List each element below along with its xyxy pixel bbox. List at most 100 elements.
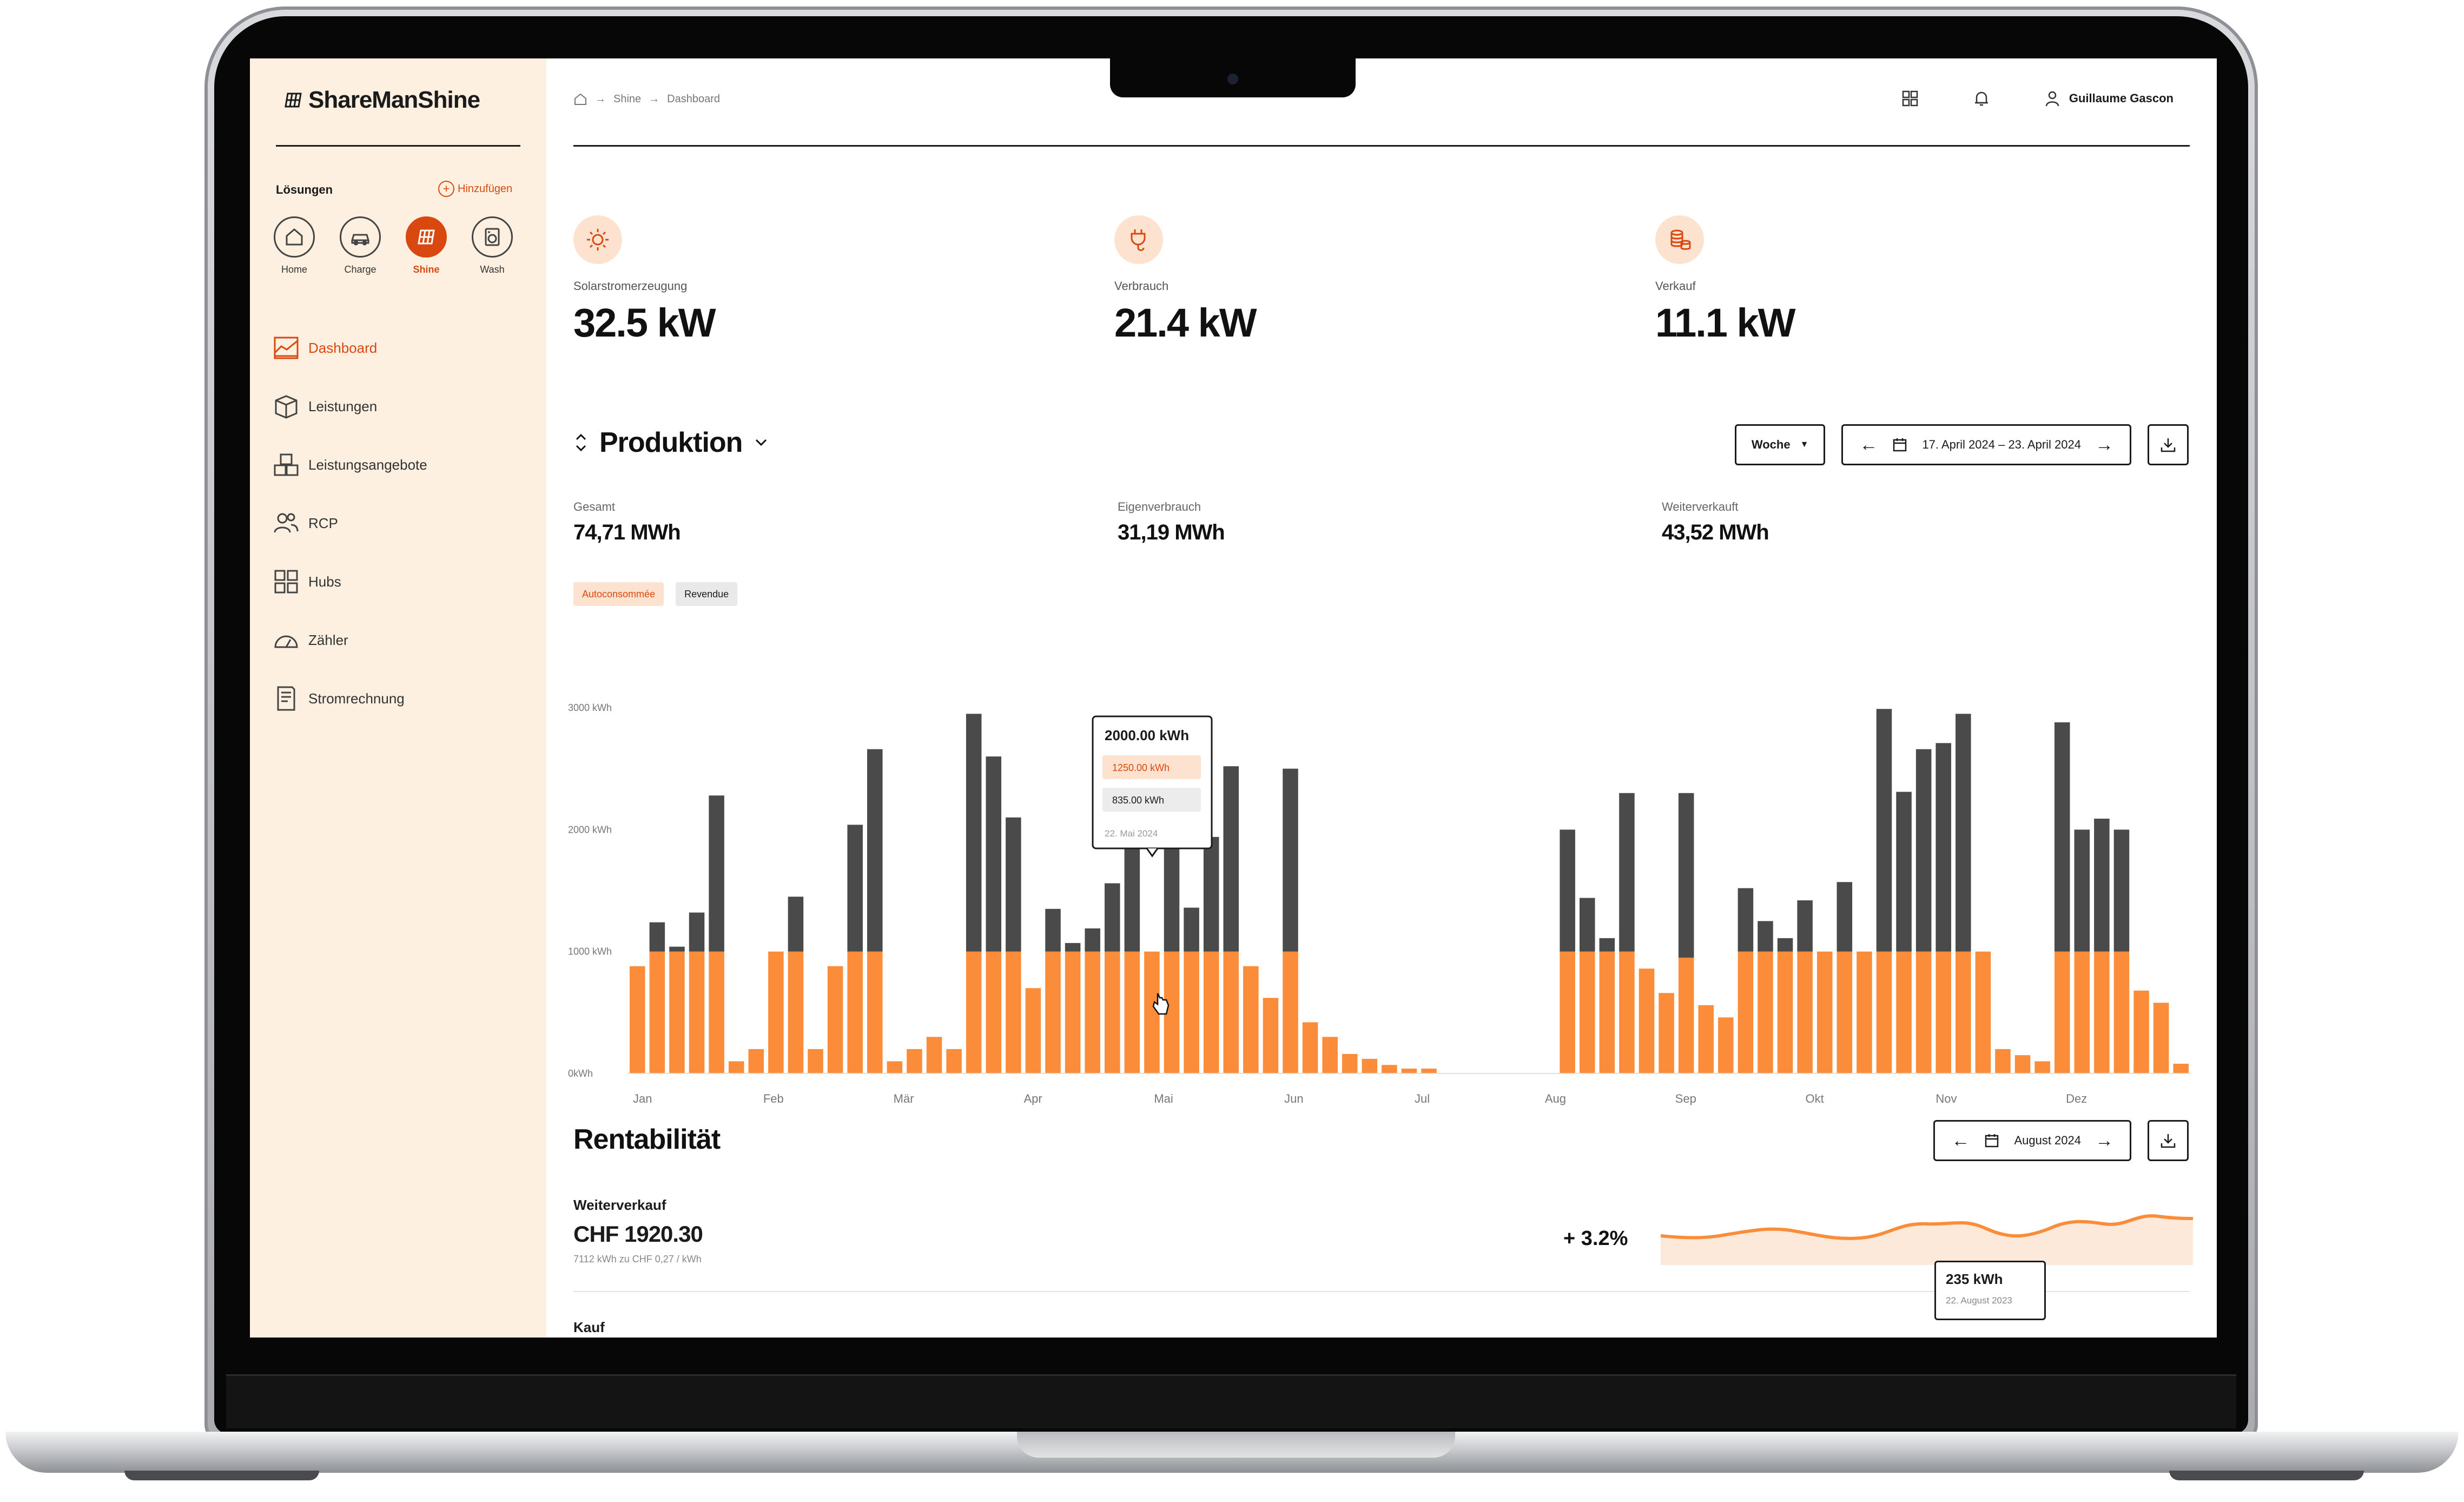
- bar-resold[interactable]: [1579, 898, 1595, 952]
- legend-chip-self[interactable]: Autoconsommée: [573, 582, 664, 606]
- bar-self-consumed[interactable]: [1896, 951, 1912, 1073]
- bar-self-consumed[interactable]: [2074, 951, 2090, 1073]
- bar-resold[interactable]: [1956, 714, 1971, 952]
- bar-self-consumed[interactable]: [748, 1049, 764, 1073]
- bar-resold[interactable]: [1223, 766, 1239, 952]
- bar-self-consumed[interactable]: [1698, 1005, 1714, 1073]
- bar-self-consumed[interactable]: [1421, 1068, 1437, 1073]
- bar-self-consumed[interactable]: [1560, 951, 1575, 1073]
- arrow-right-icon[interactable]: →: [2095, 434, 2113, 455]
- month-value[interactable]: August 2024: [2014, 1134, 2081, 1147]
- bar-resold[interactable]: [1619, 793, 1635, 952]
- bar-resold[interactable]: [1203, 836, 1219, 952]
- bar-self-consumed[interactable]: [1678, 957, 1694, 1073]
- bar-self-consumed[interactable]: [2034, 1061, 2050, 1073]
- bar-self-consumed[interactable]: [1599, 951, 1615, 1073]
- bar-self-consumed[interactable]: [1342, 1053, 1358, 1073]
- home-icon[interactable]: [573, 92, 587, 106]
- bar-self-consumed[interactable]: [1956, 951, 1971, 1073]
- bar-resold[interactable]: [1045, 908, 1061, 952]
- bar-self-consumed[interactable]: [2133, 990, 2149, 1073]
- bar-resold[interactable]: [2074, 829, 2090, 952]
- bar-resold[interactable]: [1797, 900, 1813, 952]
- arrow-left-icon[interactable]: ←: [1951, 1130, 1970, 1151]
- solution-shine[interactable]: Shine: [406, 216, 447, 275]
- bar-self-consumed[interactable]: [1579, 951, 1595, 1073]
- bar-resold[interactable]: [1678, 793, 1694, 958]
- bar-self-consumed[interactable]: [887, 1061, 903, 1073]
- bar-self-consumed[interactable]: [1718, 1017, 1734, 1073]
- bar-self-consumed[interactable]: [1876, 951, 1892, 1073]
- sidebar-item-zaehler[interactable]: Zähler: [273, 627, 427, 654]
- bar-resold[interactable]: [1065, 943, 1081, 952]
- bar-resold[interactable]: [1837, 882, 1853, 952]
- bar-self-consumed[interactable]: [2014, 1055, 2031, 1073]
- bar-self-consumed[interactable]: [847, 951, 863, 1073]
- bar-self-consumed[interactable]: [1659, 993, 1674, 1073]
- arrow-right-icon[interactable]: →: [2095, 1130, 2113, 1151]
- bar-self-consumed[interactable]: [1124, 951, 1140, 1073]
- date-range-value[interactable]: 17. April 2024 – 23. April 2024: [1922, 438, 2081, 451]
- bar-self-consumed[interactable]: [1025, 988, 1041, 1073]
- bar-resold[interactable]: [1896, 792, 1912, 952]
- bar-self-consumed[interactable]: [1263, 998, 1279, 1073]
- bar-resold[interactable]: [1599, 938, 1615, 952]
- bar-resold[interactable]: [1876, 709, 1892, 952]
- bar-resold[interactable]: [966, 714, 982, 952]
- bar-self-consumed[interactable]: [1223, 951, 1239, 1073]
- bar-self-consumed[interactable]: [1619, 951, 1635, 1073]
- bar-self-consumed[interactable]: [1045, 951, 1061, 1073]
- user-menu[interactable]: Guillaume Gascon: [2043, 89, 2174, 108]
- bar-resold[interactable]: [1184, 907, 1199, 952]
- bell-icon[interactable]: [1972, 89, 1991, 108]
- download-button[interactable]: [2148, 1120, 2189, 1161]
- bar-self-consumed[interactable]: [2094, 951, 2110, 1073]
- bar-self-consumed[interactable]: [1738, 951, 1754, 1073]
- bar-self-consumed[interactable]: [1362, 1058, 1378, 1073]
- bar-self-consumed[interactable]: [2113, 951, 2130, 1073]
- bar-self-consumed[interactable]: [1184, 951, 1199, 1073]
- bar-resold[interactable]: [867, 749, 883, 952]
- bar-self-consumed[interactable]: [649, 951, 665, 1073]
- bar-resold[interactable]: [1085, 928, 1100, 952]
- bar-self-consumed[interactable]: [1283, 951, 1298, 1073]
- bar-self-consumed[interactable]: [966, 951, 982, 1073]
- bar-resold[interactable]: [649, 922, 665, 952]
- bar-self-consumed[interactable]: [689, 951, 705, 1073]
- bar-self-consumed[interactable]: [2153, 1003, 2169, 1073]
- breadcrumb-item[interactable]: Shine: [613, 93, 642, 105]
- bar-self-consumed[interactable]: [946, 1049, 962, 1073]
- download-button[interactable]: [2148, 424, 2189, 465]
- bar-self-consumed[interactable]: [768, 951, 784, 1073]
- bar-resold[interactable]: [1006, 817, 1021, 952]
- bar-resold[interactable]: [689, 912, 705, 952]
- sidebar-item-leistungsangebote[interactable]: Leistungsangebote: [273, 451, 427, 478]
- bar-self-consumed[interactable]: [1816, 951, 1833, 1073]
- bar-self-consumed[interactable]: [986, 951, 1002, 1073]
- bar-self-consumed[interactable]: [1302, 1022, 1318, 1073]
- bar-self-consumed[interactable]: [1777, 951, 1793, 1073]
- sidebar-item-hubs[interactable]: Hubs: [273, 568, 427, 595]
- bar-self-consumed[interactable]: [867, 951, 883, 1073]
- arrow-left-icon[interactable]: ←: [1859, 434, 1878, 455]
- bar-self-consumed[interactable]: [1401, 1068, 1417, 1073]
- bar-self-consumed[interactable]: [1995, 1049, 2011, 1073]
- bar-self-consumed[interactable]: [1837, 951, 1853, 1073]
- bar-self-consumed[interactable]: [808, 1049, 823, 1073]
- sidebar-item-stromrechnung[interactable]: Stromrechnung: [273, 685, 427, 712]
- bar-resold[interactable]: [986, 756, 1002, 952]
- sidebar-item-rcp[interactable]: RCP: [273, 510, 427, 537]
- bar-self-consumed[interactable]: [1797, 951, 1813, 1073]
- bar-resold[interactable]: [1777, 938, 1793, 952]
- bar-self-consumed[interactable]: [1104, 951, 1120, 1073]
- solution-charge[interactable]: Charge: [340, 216, 381, 275]
- bar-self-consumed[interactable]: [1758, 951, 1773, 1073]
- bar-self-consumed[interactable]: [1085, 951, 1100, 1073]
- bar-resold[interactable]: [1104, 883, 1120, 952]
- bar-self-consumed[interactable]: [1857, 951, 1872, 1073]
- bar-resold[interactable]: [847, 825, 863, 952]
- bar-self-consumed[interactable]: [907, 1049, 922, 1073]
- bar-self-consumed[interactable]: [1915, 951, 1932, 1073]
- bar-resold[interactable]: [669, 946, 685, 952]
- bar-self-consumed[interactable]: [1203, 951, 1219, 1073]
